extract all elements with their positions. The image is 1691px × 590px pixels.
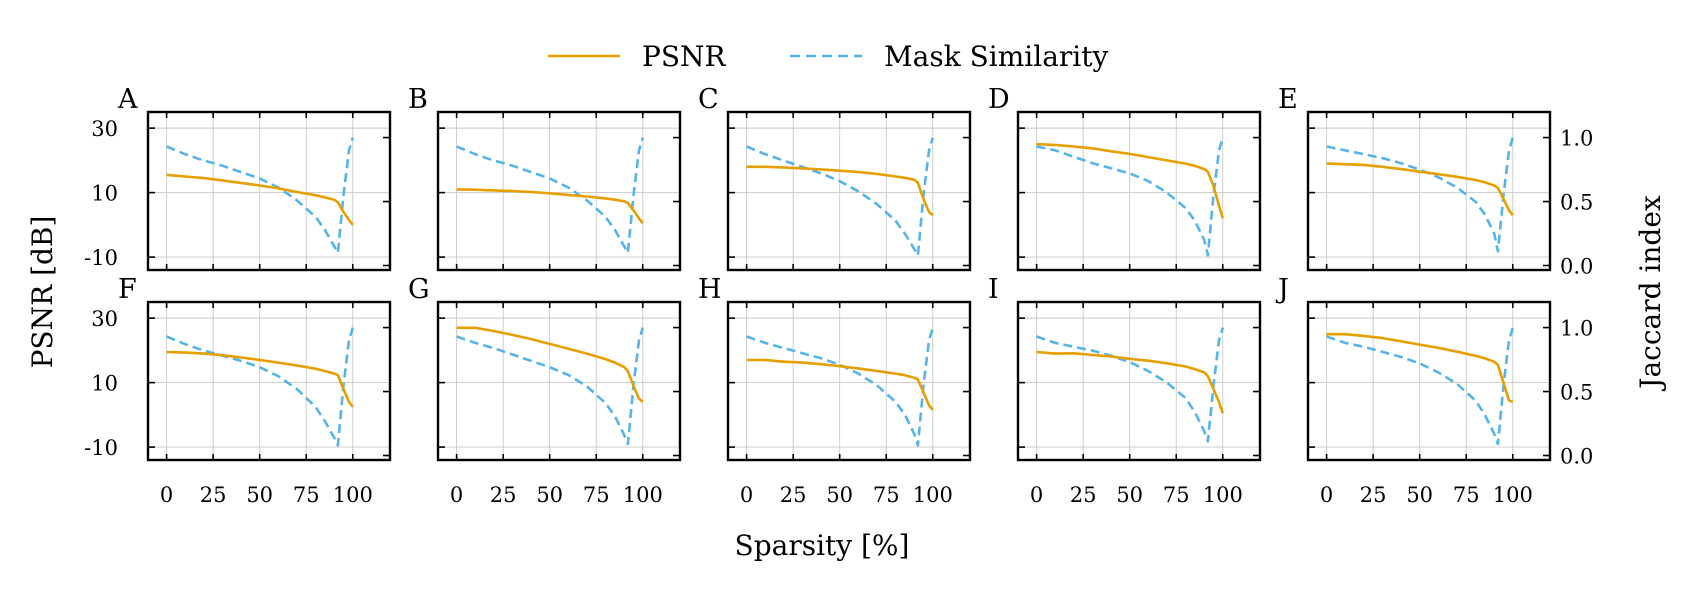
axes-frame bbox=[726, 110, 972, 272]
x-tick-label: 0 bbox=[1320, 483, 1333, 507]
mask-similarity-line-g bbox=[456, 327, 645, 446]
psnr-line-i bbox=[1036, 350, 1225, 414]
y-tick-label-left: 30 bbox=[91, 307, 118, 331]
axes-frame bbox=[146, 110, 392, 272]
y-tick-label-left: -10 bbox=[84, 436, 118, 460]
y-tick-label-right: 0.5 bbox=[1560, 191, 1593, 215]
y-tick-label-right: 0.0 bbox=[1560, 445, 1593, 469]
x-tick-label: 75 bbox=[293, 483, 320, 507]
legend-psnr-label: PSNR bbox=[642, 40, 727, 73]
mask-similarity-line-d bbox=[1036, 137, 1225, 257]
panel-label-a: A bbox=[117, 84, 138, 115]
y-tick-label-left: 10 bbox=[91, 182, 118, 206]
y-tick-label-right: 1.0 bbox=[1560, 127, 1593, 151]
mask-similarity-line-h bbox=[746, 327, 935, 447]
x-tick-label: 75 bbox=[1453, 483, 1480, 507]
x-tick-label: 100 bbox=[913, 483, 953, 507]
mask-similarity-line-f bbox=[166, 327, 355, 447]
x-tick-label: 50 bbox=[246, 483, 273, 507]
panel-label-e: E bbox=[1278, 84, 1298, 115]
panel-label-g: G bbox=[408, 274, 430, 305]
panel-b: B bbox=[408, 84, 682, 272]
x-tick-label: 25 bbox=[200, 483, 227, 507]
y-axis-label-left: PSNR [dB] bbox=[26, 216, 59, 369]
x-tick-label: 100 bbox=[333, 483, 373, 507]
psnr-line-f bbox=[166, 350, 354, 408]
panel-d: D bbox=[988, 84, 1262, 272]
y-tick-label-left: 30 bbox=[91, 117, 118, 141]
y-tick-label-right: 0.0 bbox=[1560, 255, 1593, 279]
psnr-line-d bbox=[1036, 142, 1225, 219]
y-tick-label-right: 1.0 bbox=[1560, 317, 1593, 341]
psnr-line-a bbox=[166, 173, 354, 226]
x-tick-label: 25 bbox=[1070, 483, 1097, 507]
legend: PSNR Mask Similarity bbox=[548, 40, 1108, 73]
x-tick-label: 0 bbox=[450, 483, 463, 507]
x-tick-label: 100 bbox=[1493, 483, 1533, 507]
legend-mask-similarity-label: Mask Similarity bbox=[884, 40, 1108, 73]
mask-similarity-line-c bbox=[746, 137, 935, 257]
x-tick-label: 50 bbox=[1406, 483, 1433, 507]
y-axis-label-right: Jaccard index bbox=[1634, 195, 1667, 392]
x-tick-label: 100 bbox=[623, 483, 663, 507]
psnr-line-g bbox=[456, 326, 644, 403]
axes-frame bbox=[1016, 110, 1262, 272]
psnr-line-c bbox=[746, 165, 934, 217]
x-tick-label: 100 bbox=[1203, 483, 1243, 507]
x-tick-label: 50 bbox=[826, 483, 853, 507]
axes-frame bbox=[1016, 300, 1262, 462]
x-tick-label: 25 bbox=[780, 483, 807, 507]
axes-frame bbox=[726, 300, 972, 462]
axes-frame bbox=[436, 300, 682, 462]
panel-label-d: D bbox=[988, 84, 1010, 115]
x-tick-label: 0 bbox=[1030, 483, 1043, 507]
psnr-line-h bbox=[746, 358, 934, 411]
mask-similarity-line-a bbox=[166, 137, 355, 254]
x-tick-label: 75 bbox=[873, 483, 900, 507]
psnr-line-e bbox=[1326, 162, 1514, 216]
panel-label-j: J bbox=[1275, 274, 1289, 305]
x-tick-label: 0 bbox=[740, 483, 753, 507]
axes-frame bbox=[1306, 110, 1552, 272]
x-tick-label: 50 bbox=[1116, 483, 1143, 507]
psnr-line-j bbox=[1326, 332, 1514, 404]
panel-label-c: C bbox=[698, 84, 719, 115]
mask-similarity-line-j bbox=[1326, 327, 1515, 446]
x-tick-label: 50 bbox=[536, 483, 563, 507]
y-tick-label-left: 10 bbox=[91, 372, 118, 396]
x-axis-label: Sparsity [%] bbox=[735, 529, 910, 562]
panel-label-f: F bbox=[118, 274, 137, 305]
panel-j: J 0.0 0.5 1.0 0 25 50 75 100 bbox=[1275, 274, 1593, 507]
panel-h: H 0 25 50 75 100 bbox=[698, 274, 972, 507]
panel-g: G 0 25 50 75 100 bbox=[408, 274, 682, 507]
panel-c: C bbox=[698, 84, 972, 272]
axes-frame bbox=[436, 110, 682, 272]
axes-frame bbox=[1306, 300, 1552, 462]
x-tick-label: 75 bbox=[583, 483, 610, 507]
mask-similarity-line-b bbox=[456, 137, 645, 254]
x-tick-label: 75 bbox=[1163, 483, 1190, 507]
mask-similarity-line-e bbox=[1326, 137, 1515, 253]
panel-label-h: H bbox=[698, 274, 722, 305]
psnr-line-b bbox=[456, 188, 644, 225]
panel-label-i: I bbox=[988, 274, 999, 305]
panel-f: F -10 10 30 0 25 50 75 100 bbox=[84, 274, 392, 507]
x-tick-label: 25 bbox=[490, 483, 517, 507]
panel-label-b: B bbox=[408, 84, 428, 115]
x-tick-label: 0 bbox=[160, 483, 173, 507]
panel-i: I 0 25 50 75 100 bbox=[988, 274, 1262, 507]
panel-a: A -10 10 30 bbox=[84, 84, 392, 272]
axes-frame bbox=[146, 300, 392, 462]
y-tick-label-right: 0.5 bbox=[1560, 381, 1593, 405]
y-tick-label-left: -10 bbox=[84, 246, 118, 270]
mask-similarity-line-i bbox=[1036, 327, 1225, 443]
x-tick-label: 25 bbox=[1360, 483, 1387, 507]
panel-e: E 0.0 0.5 1.0 bbox=[1278, 84, 1593, 279]
